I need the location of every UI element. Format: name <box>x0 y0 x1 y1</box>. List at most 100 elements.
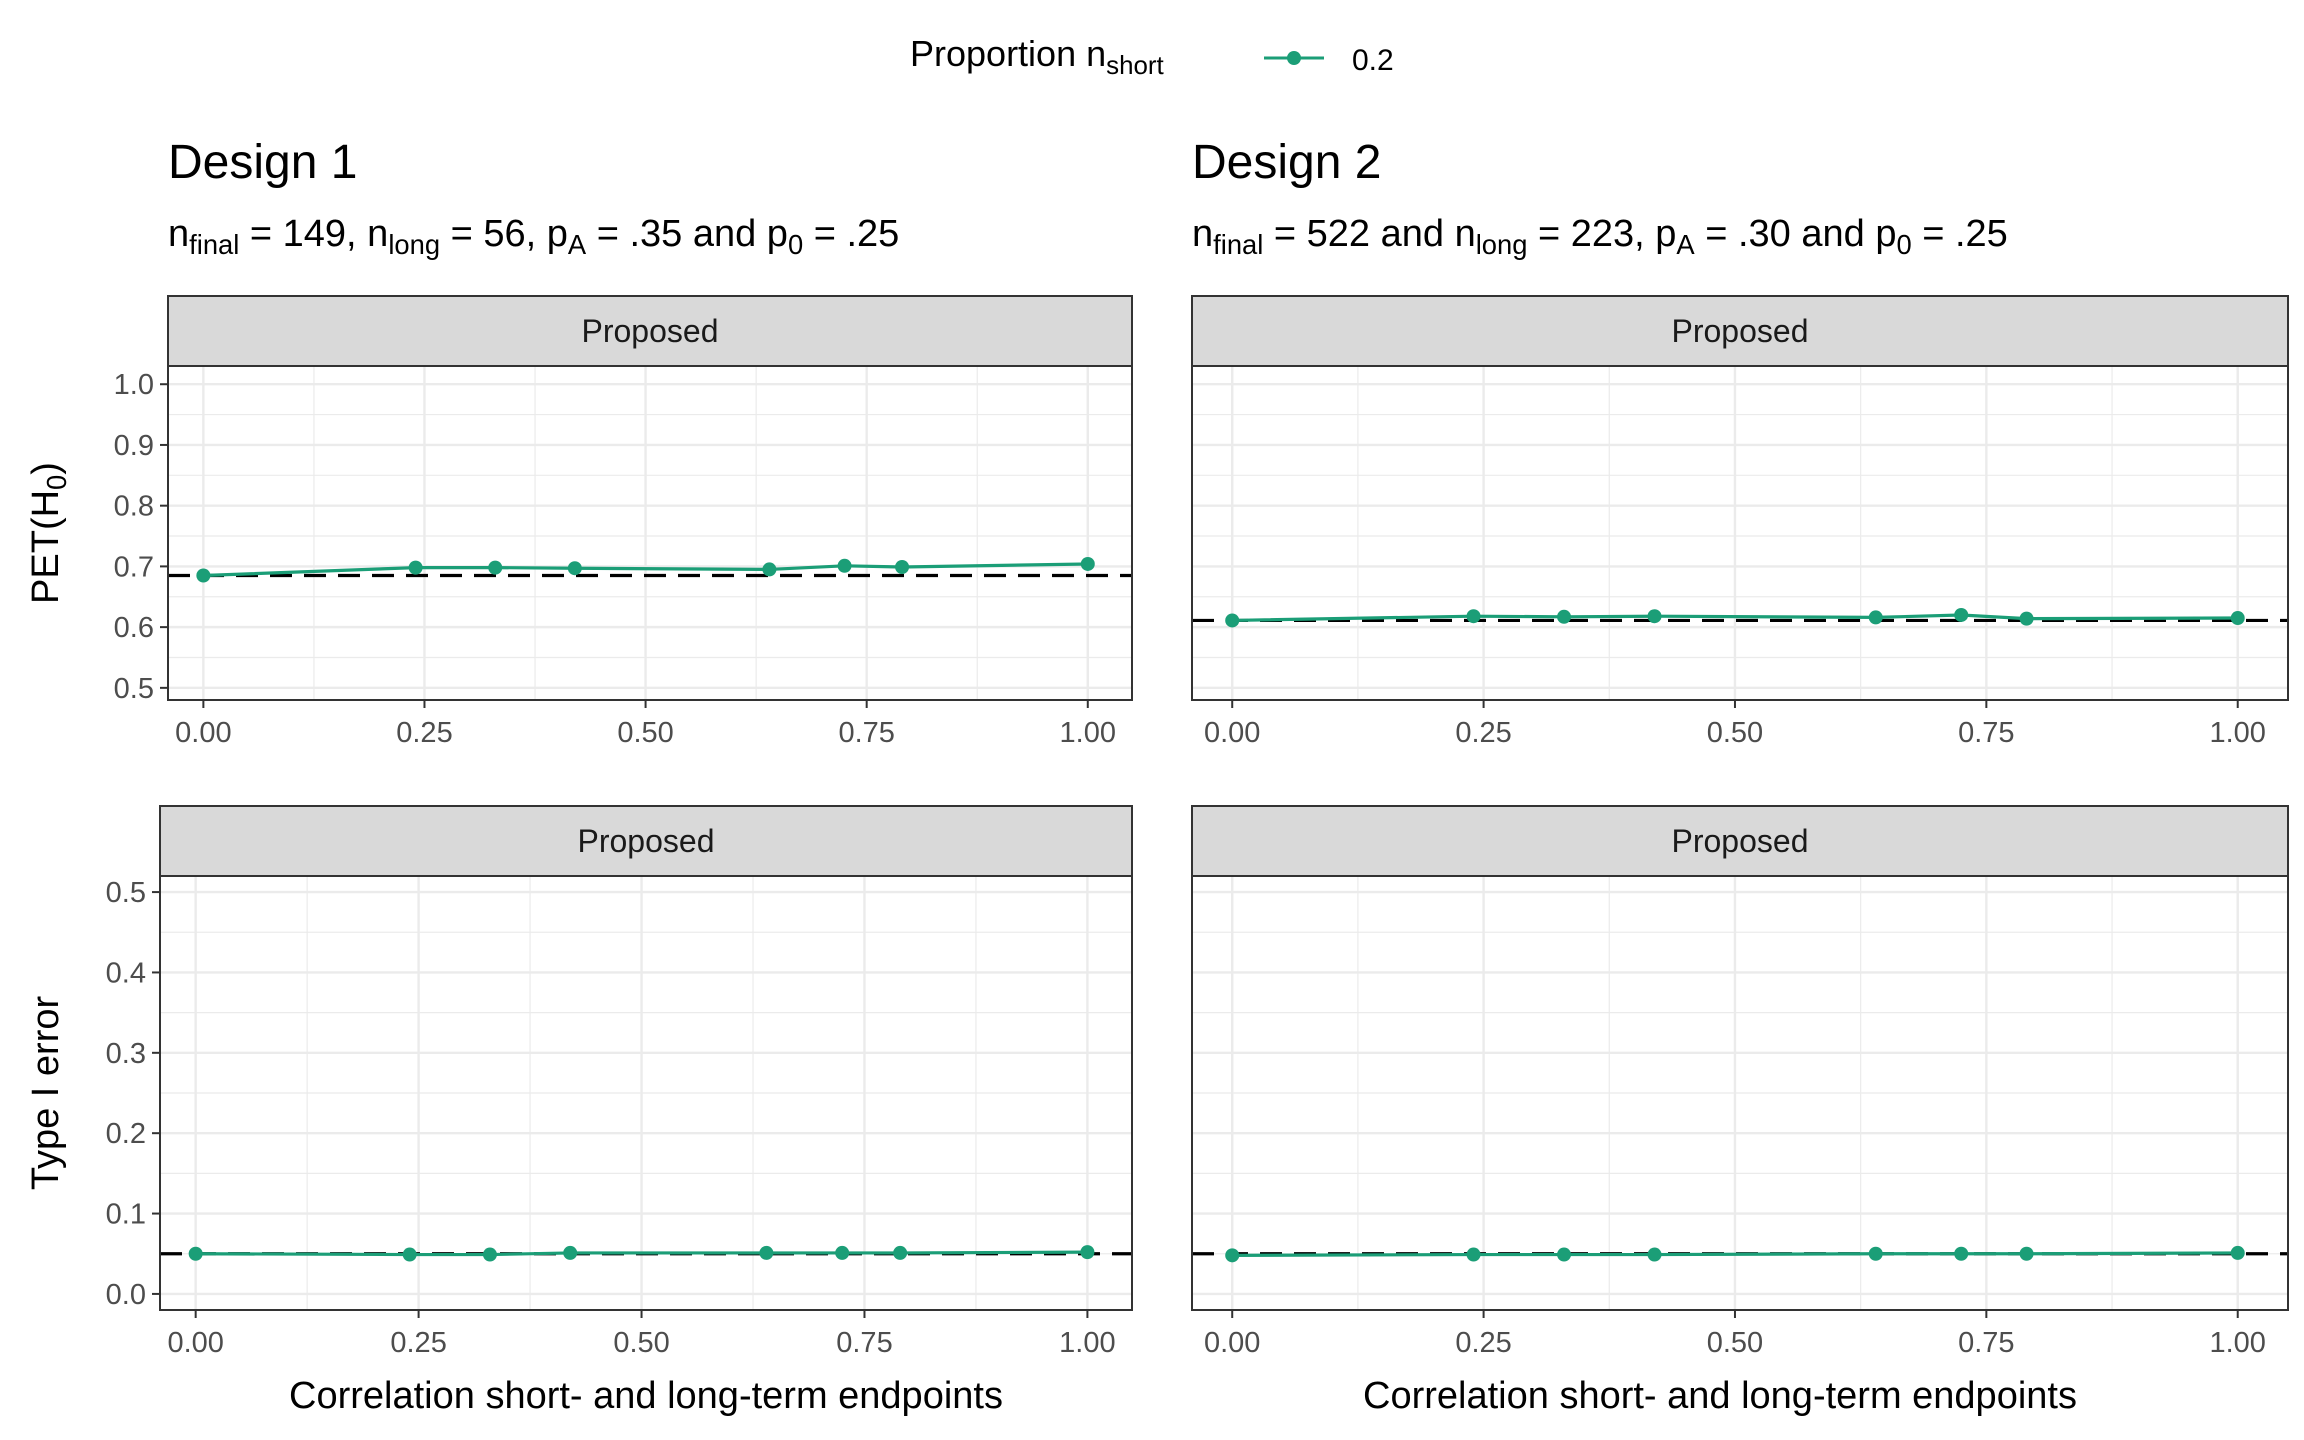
x-tick-label: 0.25 <box>396 717 452 749</box>
design-title: Design 1 <box>168 136 357 189</box>
panel: Proposed 0.00 0.25 0.50 0.75 1.00 0.0 0.1 0.2 0.3… <box>106 805 1133 1359</box>
y-tick-label: 0.7 <box>114 551 154 583</box>
x-tick-label: 0.50 <box>613 1327 669 1359</box>
strip-background <box>159 805 1133 877</box>
data-point <box>837 558 852 573</box>
data-point <box>1647 1247 1662 1262</box>
legend: Proportion nshort 0.2 <box>910 33 1394 80</box>
strip-label: Proposed <box>582 313 719 349</box>
y-tick-label: 1.0 <box>114 369 154 401</box>
plot-background <box>168 366 1132 700</box>
y-tick-label: 0.0 <box>106 1279 146 1311</box>
y-tick-label: 0.8 <box>114 491 154 523</box>
data-point <box>482 1247 497 1262</box>
data-point <box>488 560 503 575</box>
x-tick-label: 0.25 <box>1455 717 1511 749</box>
design-headers: Design 1 nfinal = 149, nlong = 56, pA = .… <box>168 136 2008 260</box>
data-point <box>1954 607 1969 622</box>
y-tick-label: 0.4 <box>106 957 146 989</box>
legend-label: 0.2 <box>1352 44 1394 77</box>
y-tick-label: 0.5 <box>114 673 154 705</box>
data-point <box>762 562 777 577</box>
y-axis-title: PET(H0) <box>25 462 72 604</box>
data-point <box>1868 1246 1883 1261</box>
x-tick-label: 0.50 <box>1707 1327 1763 1359</box>
y-tick-label: 0.5 <box>106 877 146 909</box>
data-point <box>2019 1246 2034 1261</box>
strip-label: Proposed <box>1672 823 1809 859</box>
x-tick-label: 0.50 <box>617 717 673 749</box>
panel-border <box>159 875 1133 1311</box>
x-tick-label: 0.25 <box>1455 1327 1511 1359</box>
data-point <box>1954 1246 1969 1261</box>
data-point <box>759 1245 774 1260</box>
data-point <box>408 560 423 575</box>
data-point <box>1225 613 1240 628</box>
y-tick-label: 0.6 <box>114 612 154 644</box>
panel: Proposed 0.00 0.25 0.50 0.75 1.00 <box>1191 805 2289 1359</box>
series-line <box>195 1250 1088 1257</box>
x-tick-label: 1.00 <box>2209 1327 2265 1359</box>
x-tick-label: 0.00 <box>1204 1327 1260 1359</box>
data-point <box>1557 609 1572 624</box>
x-tick-label: 0.75 <box>838 717 894 749</box>
data-point <box>2230 1245 2245 1260</box>
x-tick-label: 0.75 <box>1958 717 2014 749</box>
data-point <box>1225 1248 1240 1263</box>
panel: Proposed 0.00 0.25 0.50 0.75 1.00 0.5 0.6 0.7 0.8… <box>114 295 1133 749</box>
panel-border <box>167 365 1133 701</box>
x-tick-label: 0.00 <box>167 1327 223 1359</box>
x-tick-label: 1.00 <box>2209 717 2265 749</box>
series-line <box>203 562 1088 578</box>
data-point <box>1080 1245 1095 1260</box>
design-title: Design 2 <box>1192 136 1381 189</box>
panel-border <box>1191 365 2289 701</box>
x-axis-title: Correlation short- and long-term endpoin… <box>1363 1375 2077 1417</box>
legend-key-point <box>1287 51 1301 65</box>
y-axis-title: Type I error <box>25 996 67 1191</box>
x-tick-label: 1.00 <box>1059 1327 1115 1359</box>
y-tick-label: 0.9 <box>114 430 154 462</box>
strip-label: Proposed <box>1672 313 1809 349</box>
data-point <box>188 1246 203 1261</box>
panels: Proposed 0.00 0.25 0.50 0.75 1.00 0.5 0.6 0.7 0.8… <box>106 295 2289 1359</box>
x-tick-label: 0.00 <box>175 717 231 749</box>
data-point <box>567 561 582 576</box>
data-point <box>2230 611 2245 626</box>
data-point <box>2019 611 2034 626</box>
data-point <box>1647 609 1662 624</box>
data-point <box>1868 610 1883 625</box>
x-tick-label: 0.75 <box>1958 1327 2014 1359</box>
series-line <box>1232 1251 2238 1257</box>
panel-border <box>1191 875 2289 1311</box>
design-subtitle: nfinal = 149, nlong = 56, pA = .35 and p… <box>168 213 899 260</box>
data-point <box>563 1245 578 1260</box>
data-point <box>1557 1247 1572 1262</box>
data-point <box>1466 1247 1481 1262</box>
data-point <box>835 1245 850 1260</box>
legend-title: Proportion nshort <box>910 33 1165 80</box>
x-tick-label: 0.50 <box>1707 717 1763 749</box>
axis-titles: Correlation short- and long-term endpoin… <box>25 462 2077 1417</box>
data-point <box>1466 609 1481 624</box>
data-point <box>1080 556 1095 571</box>
data-point <box>402 1247 417 1262</box>
x-tick-label: 0.75 <box>836 1327 892 1359</box>
y-tick-label: 0.1 <box>106 1199 146 1231</box>
data-point <box>895 560 910 575</box>
strip-background <box>1191 295 2289 367</box>
strip-label: Proposed <box>578 823 715 859</box>
plot-background <box>1192 366 2288 700</box>
y-tick-label: 0.3 <box>106 1038 146 1070</box>
y-tick-label: 0.2 <box>106 1118 146 1150</box>
x-tick-label: 0.25 <box>390 1327 446 1359</box>
data-point <box>893 1245 908 1260</box>
design-subtitle: nfinal = 522 and nlong = 223, pA = .30 a… <box>1192 213 2008 260</box>
data-point <box>196 568 211 583</box>
x-tick-label: 0.00 <box>1204 717 1260 749</box>
series-line <box>1232 613 2238 623</box>
x-axis-title: Correlation short- and long-term endpoin… <box>289 1375 1003 1417</box>
panel: Proposed 0.00 0.25 0.50 0.75 1.00 <box>1191 295 2289 749</box>
strip-background <box>1191 805 2289 877</box>
